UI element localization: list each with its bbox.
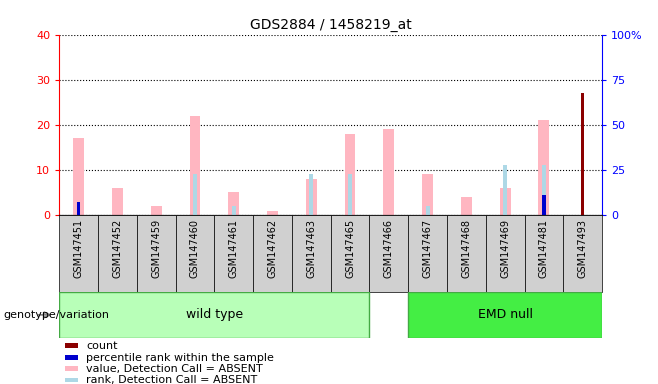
Bar — [98, 215, 137, 292]
Text: GSM147452: GSM147452 — [113, 219, 122, 278]
Text: count: count — [86, 341, 118, 351]
Bar — [228, 192, 239, 215]
Bar — [267, 210, 278, 215]
Text: GSM147461: GSM147461 — [229, 219, 239, 278]
Text: GSM147465: GSM147465 — [345, 219, 355, 278]
Text: GSM147467: GSM147467 — [422, 219, 432, 278]
Text: GSM147493: GSM147493 — [578, 219, 588, 278]
Text: EMD null: EMD null — [478, 308, 532, 321]
Bar — [176, 215, 215, 292]
Bar — [59, 215, 98, 292]
Bar — [64, 377, 78, 382]
Bar — [486, 215, 524, 292]
Text: GSM147469: GSM147469 — [500, 219, 510, 278]
Bar — [151, 206, 162, 215]
Bar — [384, 129, 394, 215]
Bar — [64, 343, 78, 348]
Bar — [292, 215, 330, 292]
Bar — [542, 166, 546, 215]
Bar — [461, 197, 472, 215]
Bar — [542, 195, 545, 215]
Bar — [581, 93, 584, 215]
Bar — [348, 174, 352, 215]
Bar — [253, 215, 292, 292]
Bar — [193, 174, 197, 215]
Bar — [499, 188, 511, 215]
Bar — [447, 215, 486, 292]
Text: wild type: wild type — [186, 308, 243, 321]
Text: GSM147468: GSM147468 — [461, 219, 471, 278]
Bar — [538, 120, 549, 215]
Bar — [503, 166, 507, 215]
Bar — [330, 215, 369, 292]
Text: GSM147459: GSM147459 — [151, 219, 161, 278]
Text: value, Detection Call = ABSENT: value, Detection Call = ABSENT — [86, 364, 263, 374]
Bar — [59, 292, 369, 338]
Bar — [64, 366, 78, 371]
Bar — [137, 215, 176, 292]
Text: GSM147463: GSM147463 — [306, 219, 316, 278]
Bar — [232, 206, 236, 215]
Bar — [422, 174, 433, 215]
Bar — [369, 215, 408, 292]
Text: percentile rank within the sample: percentile rank within the sample — [86, 353, 274, 363]
Text: GSM147451: GSM147451 — [74, 219, 84, 278]
Bar — [345, 134, 355, 215]
Text: GSM147466: GSM147466 — [384, 219, 393, 278]
Text: GSM147462: GSM147462 — [268, 219, 278, 278]
Bar — [190, 116, 200, 215]
Bar — [408, 215, 447, 292]
Text: GSM147460: GSM147460 — [190, 219, 200, 278]
Bar — [524, 215, 563, 292]
Bar — [563, 215, 602, 292]
Text: genotype/variation: genotype/variation — [3, 310, 109, 320]
Bar — [73, 138, 84, 215]
Title: GDS2884 / 1458219_at: GDS2884 / 1458219_at — [250, 18, 411, 32]
Bar — [426, 206, 430, 215]
Text: GSM147481: GSM147481 — [539, 219, 549, 278]
Bar — [64, 356, 78, 360]
Bar — [408, 292, 602, 338]
Bar — [309, 174, 313, 215]
Bar — [112, 188, 123, 215]
Bar — [306, 179, 316, 215]
Bar — [77, 202, 80, 215]
Bar — [215, 215, 253, 292]
Text: rank, Detection Call = ABSENT: rank, Detection Call = ABSENT — [86, 375, 258, 384]
